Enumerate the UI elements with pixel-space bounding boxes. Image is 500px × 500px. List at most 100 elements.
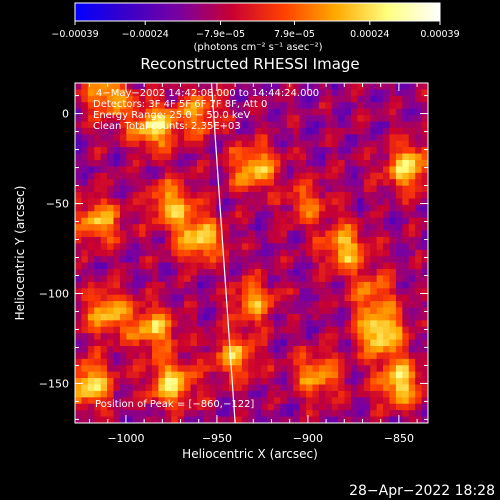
heatmap-cell bbox=[107, 352, 115, 360]
heatmap-cell bbox=[325, 217, 333, 225]
heatmap-cell bbox=[267, 307, 275, 315]
heatmap-cell bbox=[209, 378, 217, 386]
heatmap-cell bbox=[395, 339, 403, 347]
heatmap-cell bbox=[273, 397, 281, 405]
heatmap-cell bbox=[139, 211, 147, 219]
heatmap-cell bbox=[415, 108, 423, 116]
heatmap-cell bbox=[75, 294, 83, 302]
heatmap-cell bbox=[164, 236, 172, 244]
heatmap-cell bbox=[113, 89, 121, 97]
heatmap-cell bbox=[190, 185, 198, 193]
heatmap-cell bbox=[113, 243, 121, 251]
heatmap-cell bbox=[338, 352, 346, 360]
heatmap-cell bbox=[139, 159, 147, 167]
heatmap-cell bbox=[190, 371, 198, 379]
heatmap-cell bbox=[306, 275, 314, 283]
heatmap-cell bbox=[216, 185, 224, 193]
heatmap-cell bbox=[209, 275, 217, 283]
heatmap-cell bbox=[338, 410, 346, 418]
heatmap-cell bbox=[267, 249, 275, 257]
heatmap-cell bbox=[415, 102, 423, 110]
heatmap-cell bbox=[222, 166, 230, 174]
heatmap-cell bbox=[357, 313, 365, 321]
heatmap-cell bbox=[415, 249, 423, 257]
heatmap-cell bbox=[254, 217, 262, 225]
heatmap-cell bbox=[196, 365, 204, 373]
heatmap-cell bbox=[389, 159, 397, 167]
heatmap-cell bbox=[132, 288, 140, 296]
heatmap-cell bbox=[350, 262, 358, 270]
heatmap-cell bbox=[421, 236, 428, 244]
heatmap-cell bbox=[357, 339, 365, 347]
heatmap-cell bbox=[402, 127, 410, 135]
heatmap-cell bbox=[196, 346, 204, 354]
heatmap-cell bbox=[299, 140, 307, 148]
heatmap-cell bbox=[325, 243, 333, 251]
heatmap-cell bbox=[158, 333, 166, 341]
heatmap-cell bbox=[235, 256, 243, 264]
heatmap-cell bbox=[254, 192, 262, 200]
heatmap-cell bbox=[312, 262, 320, 270]
heatmap-cell bbox=[325, 83, 333, 91]
heatmap-cell bbox=[325, 224, 333, 232]
heatmap-cell bbox=[286, 95, 294, 103]
heatmap-cell bbox=[113, 333, 121, 341]
heatmap-cell bbox=[261, 121, 269, 129]
heatmap-cell bbox=[395, 204, 403, 212]
heatmap-cell bbox=[235, 378, 243, 386]
heatmap-cell bbox=[383, 115, 391, 123]
heatmap-cell bbox=[254, 378, 262, 386]
heatmap-cell bbox=[171, 140, 179, 148]
heatmap-cell bbox=[145, 403, 153, 411]
heatmap-cell bbox=[402, 346, 410, 354]
heatmap-cell bbox=[408, 275, 416, 283]
heatmap-cell bbox=[132, 198, 140, 206]
heatmap-cell bbox=[184, 346, 192, 354]
heatmap-cell bbox=[363, 230, 371, 238]
heatmap-cell bbox=[164, 301, 172, 309]
heatmap-cell bbox=[139, 127, 147, 135]
heatmap-cell bbox=[370, 403, 378, 411]
heatmap-cell bbox=[171, 127, 179, 135]
heatmap-cell bbox=[132, 243, 140, 251]
heatmap-cell bbox=[261, 134, 269, 142]
heatmap-cell bbox=[325, 333, 333, 341]
heatmap-cell bbox=[229, 153, 237, 161]
heatmap-cell bbox=[203, 326, 211, 334]
heatmap-cell bbox=[421, 89, 428, 97]
heatmap-cell bbox=[344, 159, 352, 167]
heatmap-cell bbox=[152, 89, 160, 97]
heatmap-cell bbox=[415, 192, 423, 200]
heatmap-cell bbox=[229, 192, 237, 200]
heatmap-cell bbox=[171, 416, 179, 423]
heatmap-cell bbox=[171, 108, 179, 116]
heatmap-cell bbox=[370, 217, 378, 225]
heatmap-cell bbox=[389, 192, 397, 200]
heatmap-cell bbox=[94, 378, 102, 386]
heatmap-cell bbox=[139, 256, 147, 264]
heatmap-cell bbox=[280, 230, 288, 238]
heatmap-cell bbox=[389, 416, 397, 423]
heatmap-cell bbox=[306, 224, 314, 232]
heatmap-cell bbox=[286, 301, 294, 309]
heatmap-cell bbox=[306, 153, 314, 161]
heatmap-cell bbox=[312, 352, 320, 360]
heatmap-cell bbox=[421, 410, 428, 418]
heatmap-cell bbox=[357, 236, 365, 244]
heatmap-cell bbox=[306, 294, 314, 302]
heatmap-cell bbox=[248, 333, 256, 341]
heatmap-cell bbox=[248, 211, 256, 219]
heatmap-cell bbox=[126, 204, 134, 212]
heatmap-cell bbox=[145, 89, 153, 97]
heatmap-cell bbox=[177, 358, 185, 366]
heatmap-cell bbox=[325, 236, 333, 244]
heatmap-cell bbox=[132, 108, 140, 116]
heatmap-cell bbox=[119, 89, 127, 97]
heatmap-cell bbox=[216, 108, 224, 116]
heatmap-cell bbox=[344, 390, 352, 398]
heatmap-cell bbox=[171, 211, 179, 219]
heatmap-cell bbox=[196, 333, 204, 341]
heatmap-cell bbox=[344, 211, 352, 219]
heatmap-cell bbox=[280, 224, 288, 232]
heatmap-cell bbox=[184, 166, 192, 174]
